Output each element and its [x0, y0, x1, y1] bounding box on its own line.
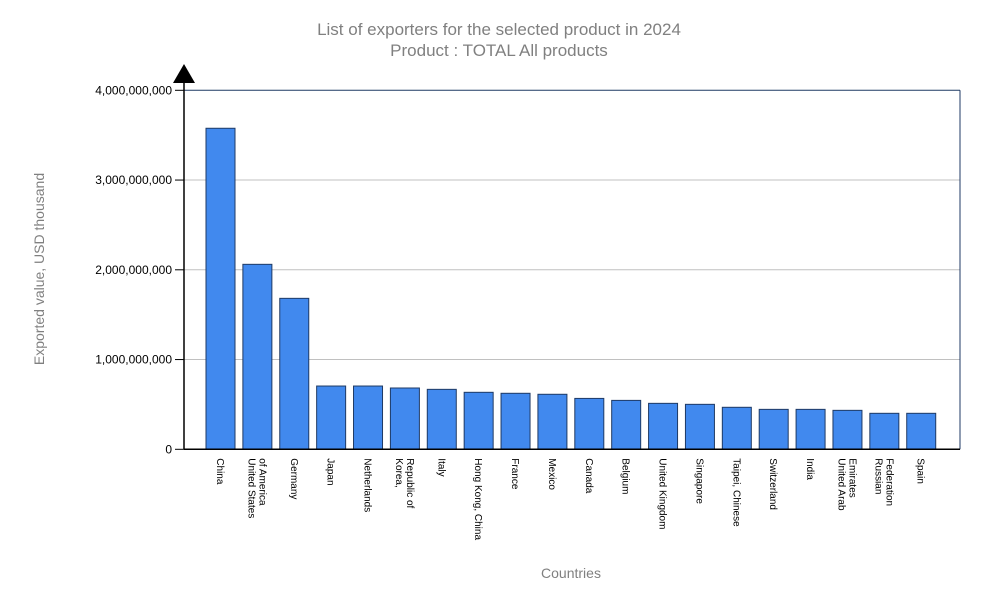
x-tick-label-line: Republic of	[404, 458, 415, 508]
x-tick-label-line: Taipei, Chinese	[730, 458, 741, 527]
bar	[832, 409, 863, 450]
x-tick-label-line: Korea,	[393, 458, 404, 487]
x-tick-label: Taipei, Chinese	[730, 458, 741, 527]
bar	[758, 408, 789, 450]
x-tick-label: Belgium	[620, 458, 631, 494]
x-tick-label-line: Japan	[325, 458, 336, 485]
x-tick-label: United States of America	[245, 458, 267, 518]
x-tick-label: United Arab Emirates	[835, 458, 857, 511]
x-tick-label: Germany	[288, 458, 299, 499]
bar	[869, 412, 900, 450]
x-tick-label: Japan	[325, 458, 336, 485]
bar	[316, 385, 347, 450]
x-tick-label-line: Germany	[288, 458, 299, 499]
chart-title: List of exporters for the selected produ…	[317, 20, 681, 39]
y-tick-label: 0	[165, 442, 172, 456]
x-tick-label-line: Mexico	[546, 458, 557, 490]
x-axis-label: Countries	[541, 565, 601, 581]
x-tick-label: Russian Federation	[872, 458, 894, 506]
x-tick-label: India	[804, 458, 815, 480]
y-tick-label: 1,000,000,000	[95, 353, 172, 367]
x-tick-label-line: Canada	[583, 458, 594, 493]
x-tick-label: China	[214, 458, 225, 485]
bar	[279, 297, 310, 450]
x-tick-label: Canada	[583, 458, 594, 493]
x-tick-label: Singapore	[693, 458, 704, 504]
bar	[500, 392, 531, 450]
x-tick-label: Italy	[435, 458, 446, 476]
x-tick-label: United Kingdom	[657, 458, 668, 529]
x-tick-label: Hong Kong, China	[472, 458, 483, 540]
y-axis-arrow-icon	[173, 64, 195, 83]
bar	[648, 402, 679, 450]
x-tick-label-line: United Arab	[835, 458, 846, 511]
x-tick-label-line: Singapore	[693, 458, 704, 504]
y-axis-label: Exported value, USD thousand	[31, 173, 47, 365]
x-tick-label: Mexico	[546, 458, 557, 490]
bar	[353, 385, 384, 450]
x-tick-label-line: Netherlands	[362, 458, 373, 512]
x-tick-label-line: United States	[245, 458, 256, 518]
bar	[795, 408, 826, 450]
chart-subtitle: Product : TOTAL All products	[390, 41, 608, 60]
bar	[537, 393, 568, 450]
bar	[684, 403, 715, 450]
bar	[611, 399, 642, 450]
bar	[205, 127, 236, 450]
y-tick-label: 3,000,000,000	[95, 173, 172, 187]
x-tick-label-line: United Kingdom	[657, 458, 668, 529]
x-tick-label: France	[509, 458, 520, 490]
x-tick-label: Spain	[915, 458, 926, 484]
x-tick-label-line: Belgium	[620, 458, 631, 494]
x-tick-label-line: of America	[256, 458, 267, 506]
x-tick-label: Switzerland	[767, 458, 778, 510]
x-tick-label-line: Emirates	[846, 458, 857, 497]
y-tick-label: 4,000,000,000	[95, 83, 172, 97]
y-tick-label: 2,000,000,000	[95, 263, 172, 277]
bar	[906, 412, 937, 450]
bar	[426, 388, 457, 450]
x-tick-label-line: Italy	[435, 458, 446, 476]
bar	[721, 406, 752, 450]
x-tick-label: Netherlands	[362, 458, 373, 512]
bar	[574, 397, 605, 450]
bar	[389, 387, 420, 450]
x-tick-label: Korea, Republic of	[393, 458, 415, 508]
bar	[463, 391, 494, 450]
x-tick-label-line: Spain	[915, 458, 926, 484]
x-tick-label-line: China	[214, 458, 225, 485]
x-tick-label-line: France	[509, 458, 520, 490]
bar	[242, 263, 273, 450]
x-tick-label-line: Switzerland	[767, 458, 778, 510]
x-tick-label-line: Hong Kong, China	[472, 458, 483, 540]
x-tick-label-line: Russian	[872, 458, 883, 494]
x-tick-label-line: India	[804, 458, 815, 480]
x-tick-label-line: Federation	[883, 458, 894, 506]
